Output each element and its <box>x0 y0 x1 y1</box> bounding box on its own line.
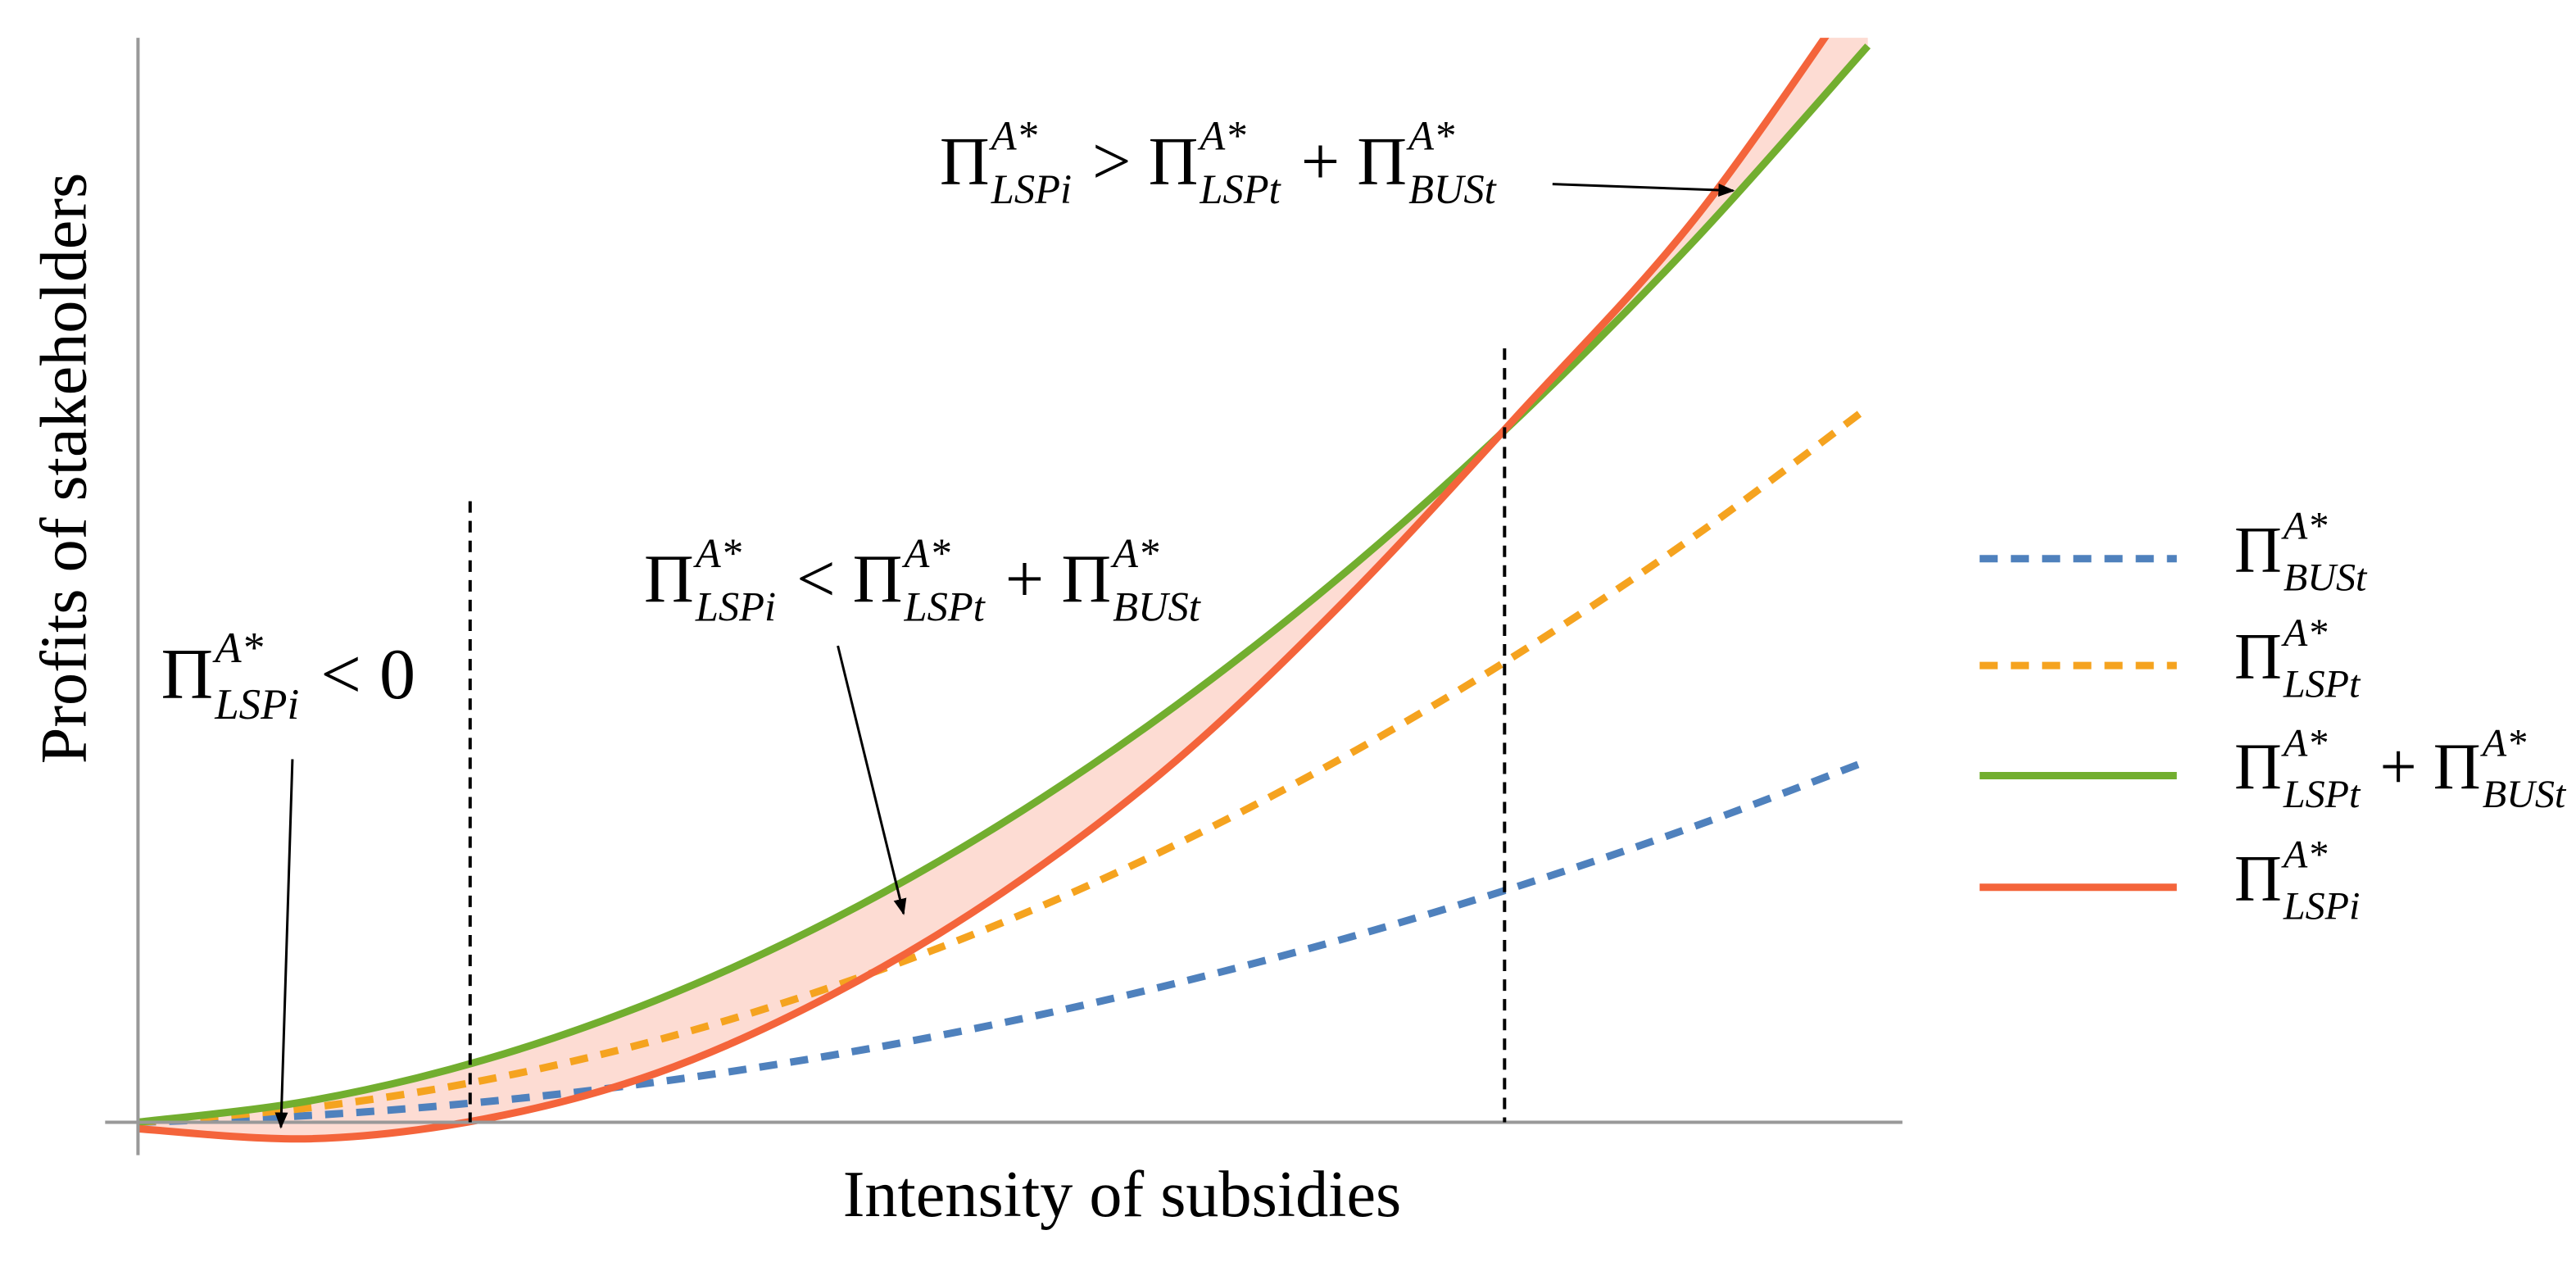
math-sup: A* <box>2281 611 2328 655</box>
math-text: + <box>988 541 1062 617</box>
math-text: Π <box>644 541 694 617</box>
legend-label: Π A* LSPi <box>2234 833 2361 928</box>
math-text: Π <box>1149 124 1199 200</box>
math-sub: BUSt <box>2483 773 2567 816</box>
math-text: Π <box>853 541 903 617</box>
math-text: Π <box>1061 541 1111 617</box>
math-sup: A* <box>901 530 950 576</box>
annotation: Π A* LSPi < 0 <box>161 624 416 729</box>
math-sup: A* <box>693 530 742 576</box>
legend-label: Π A*LSPt + Π A*BUSt <box>2234 721 2567 816</box>
series-line <box>138 757 1870 1127</box>
math-text: + <box>1284 124 1358 200</box>
math-sub: LSPt <box>1199 166 1281 212</box>
math-sub: LSPt <box>2283 663 2361 706</box>
math-sup: A* <box>2281 505 2328 548</box>
math-sub: BUSt <box>1408 166 1498 212</box>
math-sub: LSPt <box>2283 773 2361 816</box>
math-text: Π <box>1357 124 1407 200</box>
math-sup: A* <box>989 113 1038 159</box>
math-sup: A* <box>1110 530 1159 576</box>
annotation-arrow <box>837 645 907 915</box>
math-sub: BUSt <box>2283 556 2368 599</box>
annotation: Π A*LSPi > Π A*LSPt + Π A*BUSt <box>940 113 1498 213</box>
math-text: + <box>2363 731 2433 803</box>
math-text: Π <box>2234 515 2282 587</box>
math-text: Π <box>940 124 990 200</box>
math-sub: LSPi <box>2283 884 2361 928</box>
math-sub: LSPt <box>903 583 986 629</box>
math-sub: LSPi <box>991 166 1072 212</box>
math-text: > <box>1075 124 1149 200</box>
legend-label: Π A* LSPt <box>2234 611 2361 706</box>
math-text: Π <box>161 634 214 715</box>
math-sup: A* <box>2281 721 2328 765</box>
x-axis-label: Intensity of subsidies <box>843 1159 1402 1231</box>
series-line <box>138 43 1871 1127</box>
math-sup: A* <box>212 624 263 672</box>
math-text: < 0 <box>302 634 415 715</box>
math-sub: LSPi <box>214 681 299 729</box>
annotation-arrow <box>1552 183 1735 197</box>
math-sup: A* <box>1197 113 1246 159</box>
math-text: < <box>779 541 853 617</box>
y-axis-label: Profits of stakeholders <box>28 173 100 765</box>
annotation-arrow <box>274 759 294 1129</box>
math-text: Π <box>2234 731 2282 803</box>
math-text: Π <box>2234 843 2282 915</box>
math-sub: BUSt <box>1113 583 1202 629</box>
math-text: Π <box>2234 621 2282 693</box>
math-sup: A* <box>2281 833 2328 877</box>
annotation: Π A*LSPi < Π A*LSPt + Π A*BUSt <box>644 530 1202 630</box>
math-text: Π <box>2433 731 2481 803</box>
math-sup: A* <box>2480 721 2527 765</box>
math-sub: LSPi <box>695 583 776 629</box>
series-line <box>138 404 1871 1127</box>
math-sup: A* <box>1406 113 1455 159</box>
legend-label: Π A* BUSt <box>2234 505 2368 600</box>
